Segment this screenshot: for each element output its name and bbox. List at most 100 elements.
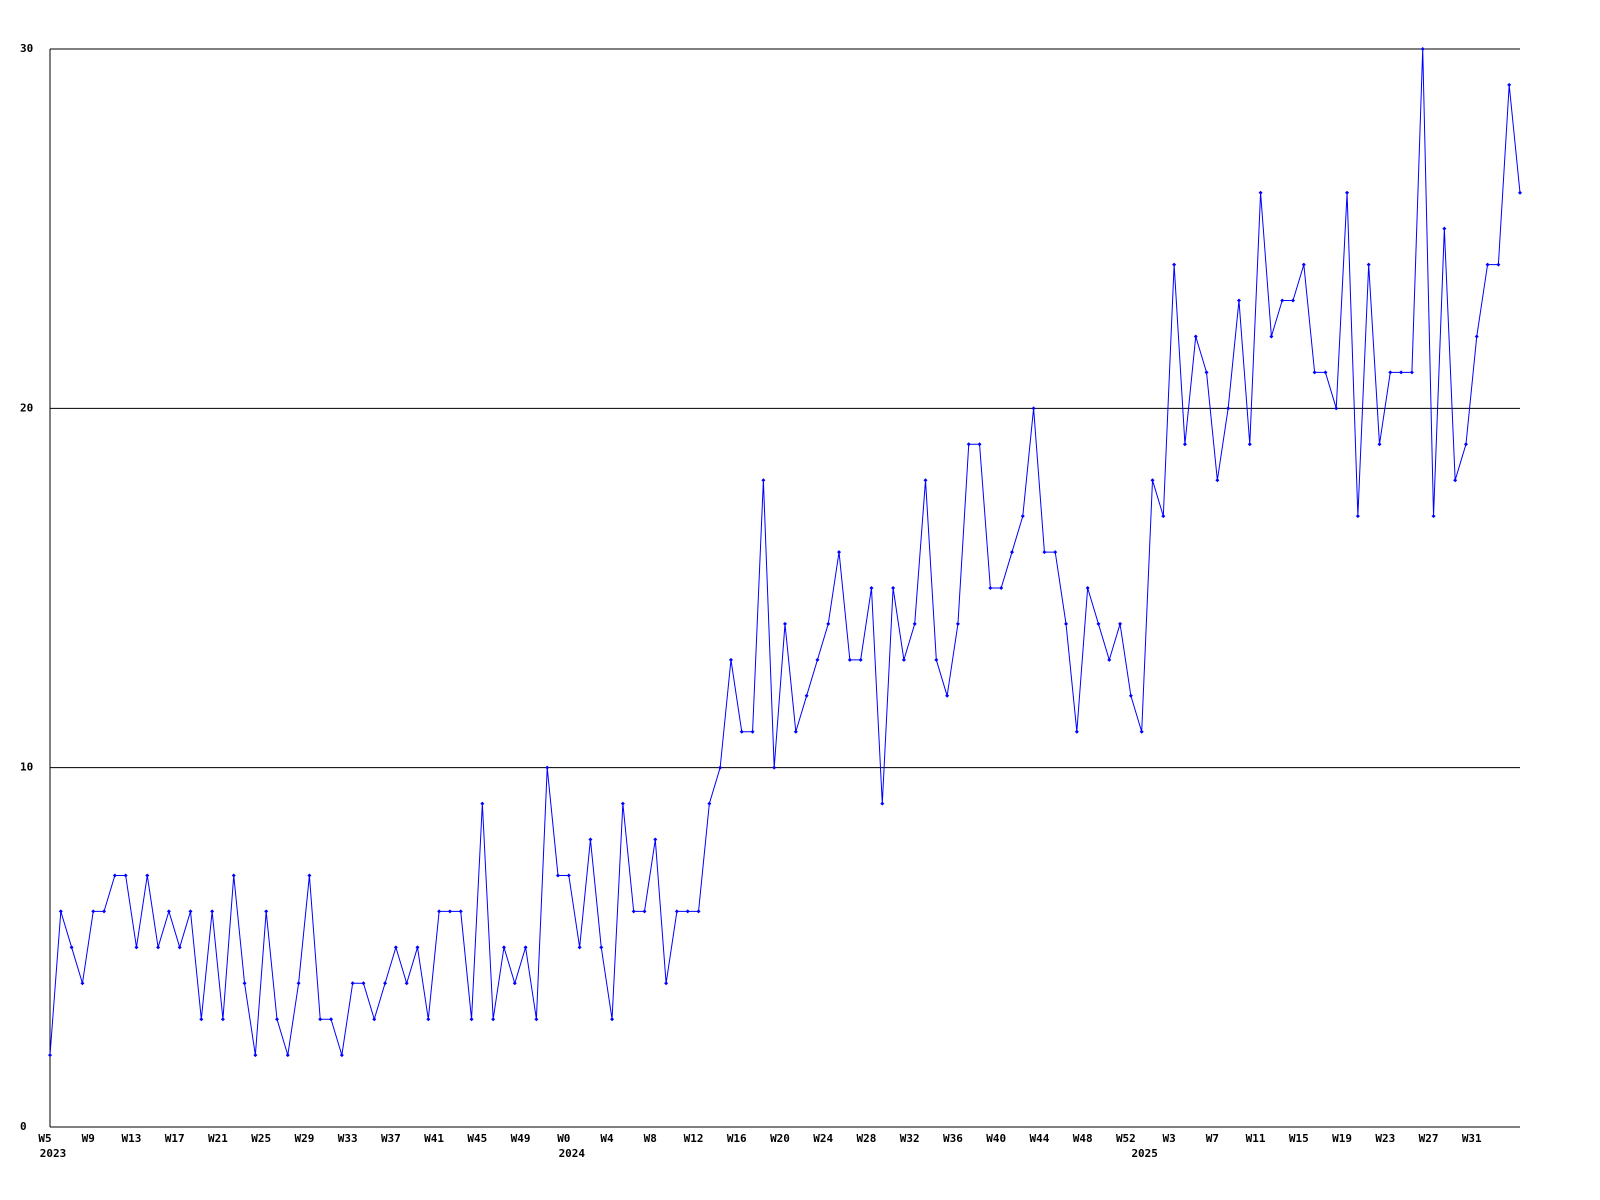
x-tick-label: W11	[1246, 1132, 1266, 1145]
x-tick-label: W20	[770, 1132, 790, 1145]
year-label: 2024	[559, 1147, 586, 1160]
data-point	[1172, 262, 1177, 267]
data-point	[966, 442, 971, 447]
x-tick-label: W41	[424, 1132, 444, 1145]
data-point	[91, 909, 96, 914]
data-point	[1377, 442, 1382, 447]
data-point	[912, 621, 917, 626]
x-tick-label: W28	[857, 1132, 877, 1145]
x-tick-label: W12	[684, 1132, 704, 1145]
x-tick-label: W15	[1289, 1132, 1309, 1145]
data-point	[1301, 262, 1306, 267]
data-point	[1020, 514, 1025, 519]
data-point	[545, 765, 550, 770]
data-point	[48, 1053, 52, 1058]
data-point	[566, 873, 571, 878]
data-point	[804, 693, 809, 698]
data-point	[102, 909, 107, 914]
data-point	[112, 873, 117, 878]
data-point	[620, 801, 625, 806]
data-point	[156, 945, 161, 950]
data-point	[1247, 442, 1252, 447]
x-tick-label: W40	[986, 1132, 1006, 1145]
data-point	[512, 981, 517, 986]
data-point	[166, 909, 171, 914]
data-point	[1031, 406, 1036, 411]
data-point	[901, 657, 906, 662]
data-point	[556, 873, 561, 878]
data-point	[177, 945, 182, 950]
x-tick-label: W19	[1332, 1132, 1352, 1145]
data-point	[1399, 370, 1404, 375]
data-point	[1204, 370, 1209, 375]
data-point	[339, 1053, 344, 1058]
data-point	[372, 1017, 377, 1022]
year-label: 2023	[40, 1147, 67, 1160]
data-point	[1139, 729, 1144, 734]
data-point	[1474, 334, 1479, 339]
data-point	[977, 442, 982, 447]
data-point	[361, 981, 366, 986]
data-point	[880, 801, 885, 806]
x-tick-label: W32	[900, 1132, 920, 1145]
data-point	[945, 693, 950, 698]
data-point	[1280, 298, 1285, 303]
y-tick-label: 30	[20, 42, 33, 55]
data-point	[437, 909, 442, 914]
data-point	[501, 945, 506, 950]
x-tick-label: W36	[943, 1132, 963, 1145]
data-point	[772, 765, 777, 770]
x-tick-label: W33	[338, 1132, 358, 1145]
data-point	[253, 1053, 258, 1058]
data-point	[480, 801, 485, 806]
data-point	[58, 909, 63, 914]
data-point	[685, 909, 690, 914]
data-point	[923, 478, 928, 483]
data-point	[1128, 693, 1133, 698]
x-tick-label: W52	[1116, 1132, 1136, 1145]
data-point	[1236, 298, 1241, 303]
x-tick-label: W29	[294, 1132, 314, 1145]
x-tick-label: W9	[82, 1132, 95, 1145]
data-point	[1258, 190, 1263, 195]
data-point	[426, 1017, 431, 1022]
x-tick-label: W24	[813, 1132, 833, 1145]
y-tick-label: 20	[20, 401, 33, 414]
data-point	[415, 945, 420, 950]
data-point	[264, 909, 269, 914]
data-point	[858, 657, 863, 662]
data-point	[1323, 370, 1328, 375]
data-point	[491, 1017, 496, 1022]
x-tick-label: W16	[727, 1132, 747, 1145]
data-point	[285, 1053, 290, 1058]
data-point	[393, 945, 398, 950]
data-point	[1064, 621, 1069, 626]
data-point	[739, 729, 744, 734]
data-point	[1009, 550, 1014, 555]
data-point	[447, 909, 452, 914]
data-point	[934, 657, 939, 662]
data-point	[274, 1017, 279, 1022]
data-point	[1420, 47, 1425, 51]
data-point	[1291, 298, 1296, 303]
data-point	[1355, 514, 1360, 519]
data-point	[837, 550, 842, 555]
data-point	[1431, 514, 1436, 519]
data-point	[307, 873, 312, 878]
data-point	[1226, 406, 1231, 411]
data-point	[69, 945, 74, 950]
data-point	[1496, 262, 1501, 267]
data-point	[145, 873, 150, 878]
data-point	[869, 586, 874, 590]
data-point	[1312, 370, 1317, 375]
data-point	[80, 981, 85, 986]
x-tick-label: W45	[467, 1132, 487, 1145]
data-point	[1518, 190, 1522, 195]
data-point	[134, 945, 139, 950]
x-tick-label: W23	[1375, 1132, 1395, 1145]
data-point	[1366, 262, 1371, 267]
data-point	[329, 1017, 334, 1022]
data-point	[847, 657, 852, 662]
data-point	[653, 837, 658, 842]
